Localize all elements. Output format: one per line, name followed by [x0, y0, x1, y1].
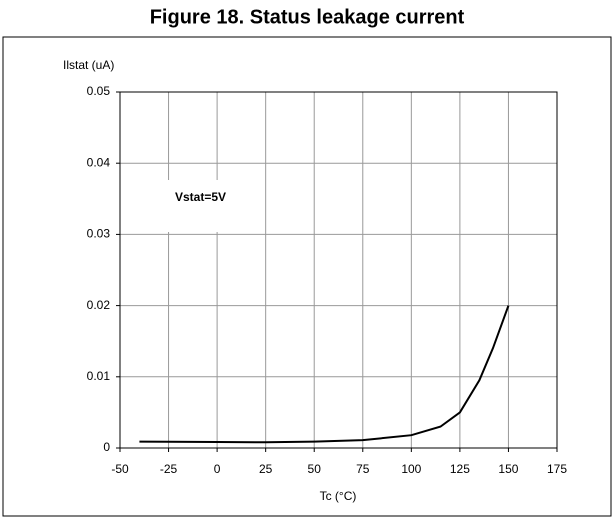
x-tick-label: -50: [111, 462, 129, 476]
y-tick-label: 0.04: [87, 155, 111, 169]
annotation: Vstat=5V: [175, 190, 226, 204]
x-tick-label: 50: [308, 462, 322, 476]
line: [139, 305, 510, 444]
y-tick-label: 0.03: [87, 227, 111, 241]
chart-title: Figure 18. Status leakage current: [150, 6, 465, 28]
x-axis-label: Tc (°C): [320, 489, 357, 503]
x-tick-label: 175: [547, 462, 567, 476]
plot-border: [119, 91, 558, 449]
y-axis-label: Ilstat (uA): [63, 58, 114, 72]
x-tick-label: 25: [259, 462, 273, 476]
y-tick-label: 0.05: [87, 84, 111, 98]
x-tick-label: 150: [498, 462, 518, 476]
x-tick-label: 100: [401, 462, 421, 476]
x-tick-label: 0: [214, 462, 221, 476]
x-tick-label: -25: [160, 462, 178, 476]
x-tick-label: 75: [356, 462, 370, 476]
y-tick-label: 0.02: [87, 298, 111, 312]
annotation-box: [166, 180, 250, 232]
x-tick-label: 125: [450, 462, 470, 476]
frame: [2, 36, 612, 517]
y-tick-label: 0: [103, 440, 110, 454]
y-tick-label: 0.01: [87, 369, 111, 383]
